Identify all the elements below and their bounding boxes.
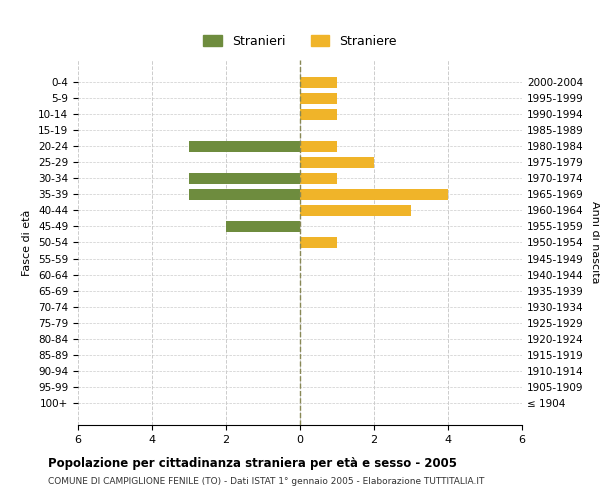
Bar [300, 205, 411, 216]
Bar [189, 189, 300, 200]
Bar [300, 92, 337, 104]
Bar [300, 173, 337, 184]
Y-axis label: Fasce di età: Fasce di età [22, 210, 32, 276]
Bar [300, 108, 337, 120]
Bar [189, 173, 300, 184]
Text: Popolazione per cittadinanza straniera per età e sesso - 2005: Popolazione per cittadinanza straniera p… [48, 458, 457, 470]
Bar [300, 76, 337, 88]
Bar [300, 189, 448, 200]
Bar [300, 237, 337, 248]
Text: COMUNE DI CAMPIGLIONE FENILE (TO) - Dati ISTAT 1° gennaio 2005 - Elaborazione TU: COMUNE DI CAMPIGLIONE FENILE (TO) - Dati… [48, 478, 484, 486]
Bar [226, 221, 300, 232]
Bar [300, 140, 337, 152]
Bar [189, 140, 300, 152]
Bar [300, 156, 374, 168]
Y-axis label: Anni di nascita: Anni di nascita [590, 201, 600, 284]
Legend: Stranieri, Straniere: Stranieri, Straniere [198, 30, 402, 52]
